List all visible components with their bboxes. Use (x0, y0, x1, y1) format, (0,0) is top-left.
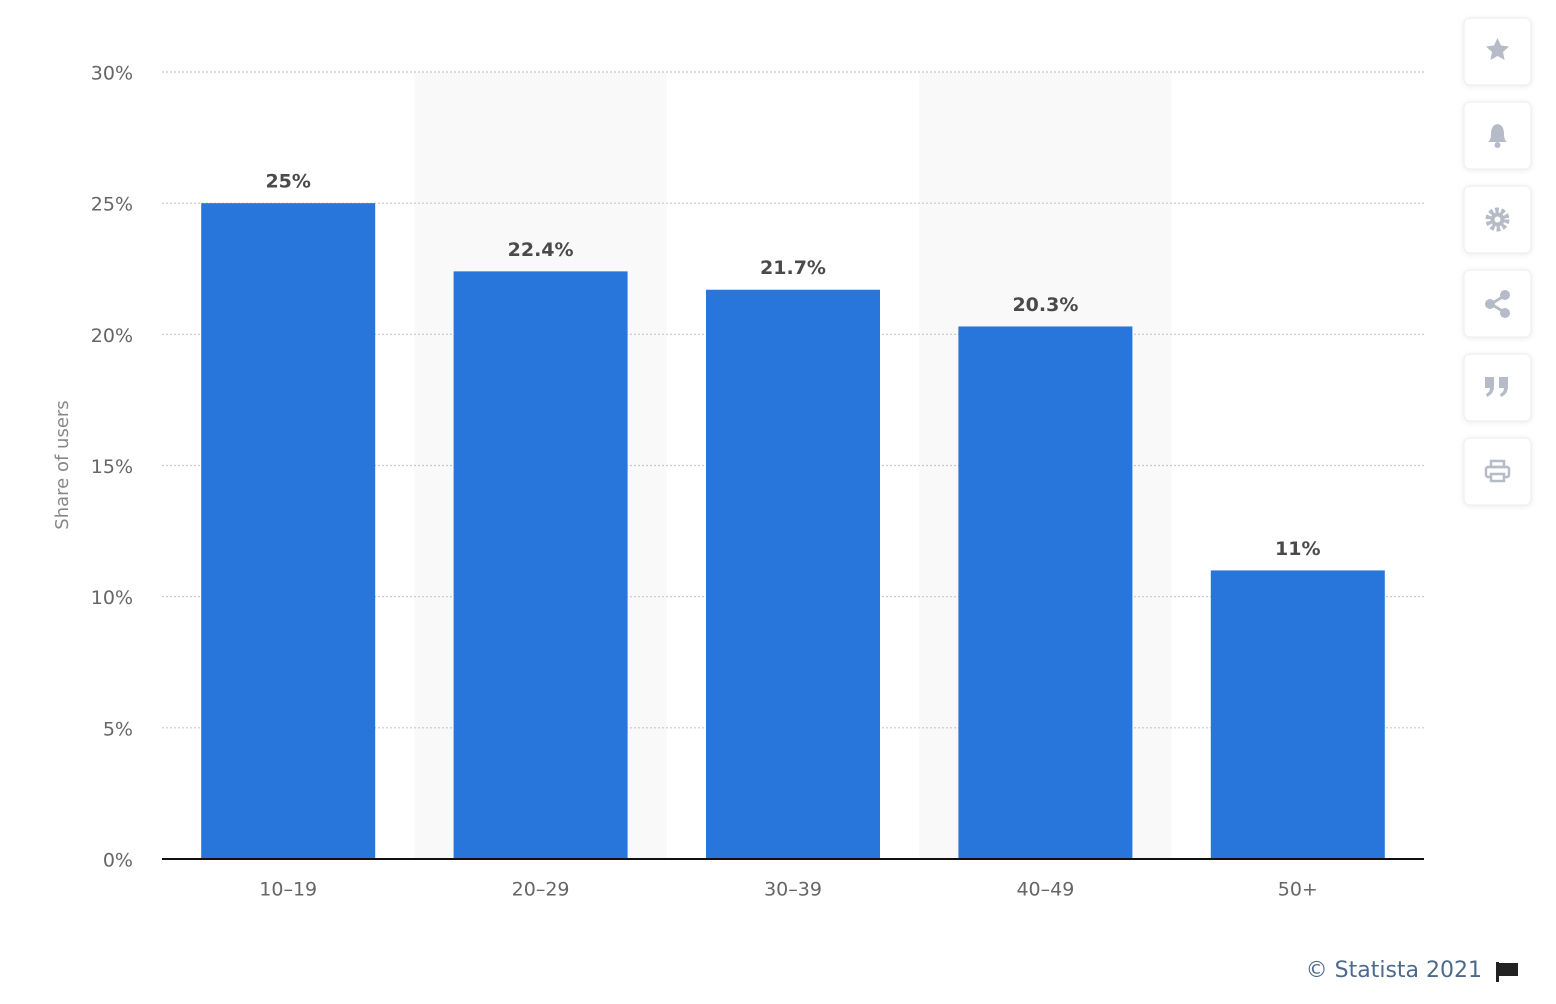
flag-icon[interactable] (1496, 962, 1518, 982)
y-tick-label: 5% (103, 718, 133, 740)
y-tick-label: 25% (91, 194, 133, 216)
bar (706, 289, 880, 859)
data-label: 21.7% (760, 257, 826, 279)
toolbar (1463, 17, 1532, 506)
credit: © Statista 2021 (1306, 958, 1482, 983)
y-tick-label: 30% (91, 63, 133, 85)
plot-layer: 0% 5% 10% 15% 20% 25% 30% 10–19 25% 20–29 22.4% 30–… (91, 63, 1424, 901)
y-axis-label: Share of users (52, 400, 73, 529)
y-tick-label: 10% (91, 587, 133, 609)
y-tick-label: 0% (103, 850, 133, 872)
y-tick-label: 15% (91, 456, 133, 478)
x-tick-label: 30–39 (764, 879, 822, 901)
print-button[interactable] (1463, 437, 1532, 506)
bar (453, 271, 628, 860)
data-label: 22.4% (508, 239, 574, 261)
x-tick-label: 10–19 (259, 879, 317, 901)
settings-button[interactable] (1463, 185, 1532, 254)
share-button[interactable] (1463, 269, 1532, 338)
x-tick-label: 50+ (1278, 879, 1318, 901)
x-tick-label: 40–49 (1016, 879, 1074, 901)
y-tick-label: 20% (91, 325, 133, 347)
favorite-button[interactable] (1463, 17, 1532, 86)
cite-button[interactable] (1463, 353, 1532, 422)
data-label: 20.3% (1012, 294, 1078, 316)
bar (958, 326, 1133, 859)
data-label: 11% (1275, 538, 1320, 560)
data-label: 25% (265, 171, 310, 193)
notification-button[interactable] (1463, 101, 1532, 170)
x-tick-label: 20–29 (512, 879, 570, 901)
bar (1210, 570, 1385, 859)
bar (201, 203, 376, 859)
